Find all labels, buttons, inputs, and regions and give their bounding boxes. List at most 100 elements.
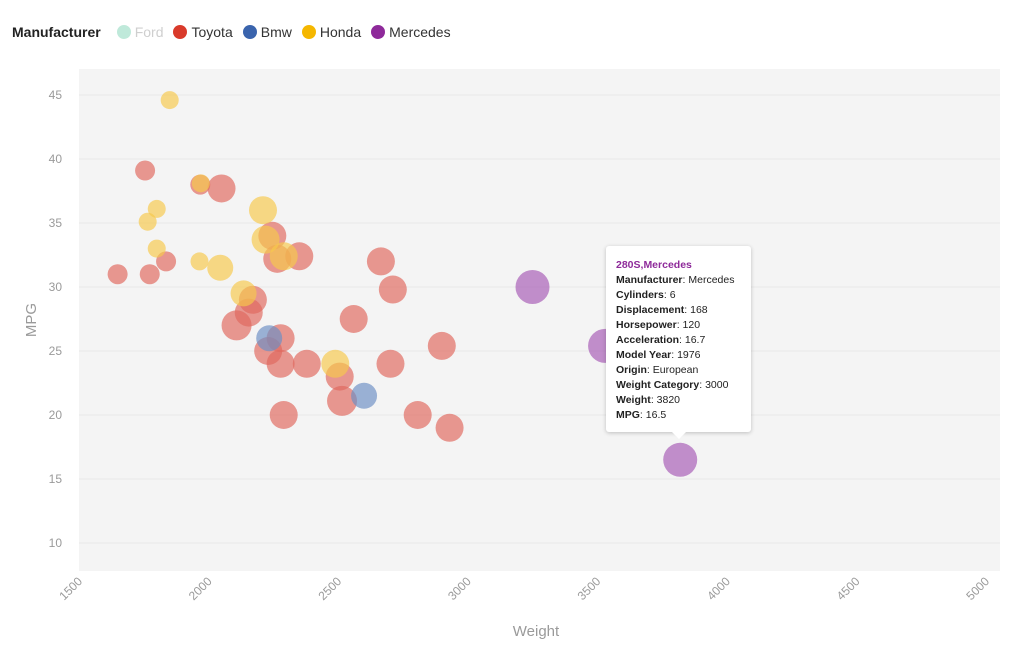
- data-point-toyota[interactable]: [427, 331, 456, 360]
- tooltip-row-label: Acceleration: [616, 334, 680, 346]
- y-tick-label: 40: [49, 152, 63, 166]
- data-point-toyota[interactable]: [107, 264, 128, 285]
- y-tick-label: 35: [49, 216, 63, 230]
- legend-swatch: [173, 25, 188, 39]
- x-tick-label: 3500: [575, 574, 604, 603]
- data-points: [107, 91, 698, 477]
- x-tick-label: 4500: [834, 574, 863, 603]
- data-point-mercedes[interactable]: [515, 270, 550, 304]
- tooltip-row-label: Model Year: [616, 349, 672, 361]
- y-axis-title: MPG: [23, 303, 40, 337]
- x-tick-label: 3000: [445, 574, 474, 603]
- tooltip-row-label: Horsepower: [616, 319, 677, 331]
- data-point-honda[interactable]: [251, 225, 280, 254]
- x-tick-label: 4000: [704, 574, 733, 603]
- data-point-honda[interactable]: [321, 349, 350, 378]
- legend-item-mercedes[interactable]: Mercedes: [371, 24, 451, 40]
- tooltip-row-value: 1976: [677, 349, 701, 361]
- data-point-toyota[interactable]: [435, 413, 464, 442]
- tooltip-row-separator: :: [639, 409, 646, 421]
- legend-label: Toyota: [191, 24, 233, 40]
- tooltip-row-value: 16.7: [684, 334, 706, 346]
- data-point-honda[interactable]: [190, 252, 209, 271]
- data-point-toyota[interactable]: [378, 275, 407, 304]
- tooltip-row-separator: :: [676, 319, 683, 331]
- tooltip-row-label: MPG: [616, 409, 640, 421]
- data-point-honda[interactable]: [248, 196, 277, 225]
- legend-item-toyota[interactable]: Toyota: [173, 24, 233, 40]
- data-point-honda[interactable]: [147, 239, 166, 258]
- legend-title: Manufacturer: [12, 24, 101, 40]
- tooltip-row-value: 6: [669, 289, 676, 301]
- tooltip-row-separator: :: [684, 304, 691, 316]
- data-point-toyota[interactable]: [269, 401, 298, 429]
- legend-label: Bmw: [260, 24, 292, 40]
- legend-swatch: [116, 25, 131, 39]
- legend-item-ford[interactable]: Ford: [116, 24, 164, 40]
- data-point-toyota[interactable]: [327, 385, 358, 416]
- data-point-toyota[interactable]: [139, 264, 160, 285]
- tooltip-row-label: Weight: [616, 394, 651, 406]
- data-point-honda[interactable]: [160, 91, 179, 110]
- legend-item-bmw[interactable]: Bmw: [242, 24, 292, 40]
- tooltip: 280S,Mercedes Manufacturer: Mercedes Cyli…: [606, 246, 751, 439]
- data-point-toyota[interactable]: [403, 401, 432, 429]
- tooltip-row: Origin: European: [616, 363, 741, 378]
- data-point-toyota[interactable]: [292, 349, 321, 378]
- data-point-toyota[interactable]: [135, 160, 156, 181]
- tooltip-row: Cylinders: 6: [616, 288, 741, 303]
- tooltip-row-separator: :: [650, 394, 657, 406]
- data-point-toyota[interactable]: [339, 305, 368, 333]
- data-point-honda[interactable]: [207, 254, 234, 281]
- tooltip-row-separator: :: [679, 334, 685, 346]
- data-point-honda[interactable]: [147, 199, 166, 218]
- tooltip-rows: Manufacturer: Mercedes Cylinders: 6 Displa…: [616, 273, 741, 423]
- tooltip-row-separator: :: [699, 379, 706, 391]
- legend: Manufacturer Ford Toyota Bmw Honda Mercedes: [12, 22, 461, 42]
- x-tick-label: 5000: [963, 574, 992, 603]
- x-tick-label: 2000: [186, 574, 215, 603]
- data-point-honda[interactable]: [230, 280, 257, 307]
- data-point-toyota[interactable]: [366, 247, 395, 276]
- data-point-toyota[interactable]: [376, 349, 405, 378]
- tooltip-row: Displacement: 168: [616, 303, 741, 318]
- tooltip-row-label: Cylinders: [616, 289, 664, 301]
- y-tick-label: 45: [49, 88, 63, 102]
- tooltip-row: Weight Category: 3000: [616, 378, 741, 393]
- tooltip-row-label: Manufacturer: [616, 274, 683, 286]
- data-point-bmw[interactable]: [351, 382, 378, 409]
- tooltip-row: Model Year: 1976: [616, 348, 741, 363]
- data-point-honda[interactable]: [269, 242, 298, 271]
- tooltip-arrow: [672, 432, 686, 439]
- x-axis-title: Weight: [513, 623, 560, 640]
- tooltip-row: Horsepower: 120: [616, 318, 741, 333]
- tooltip-row-separator: :: [646, 364, 653, 376]
- tooltip-row: MPG: 16.5: [616, 408, 741, 423]
- y-tick-label: 30: [49, 280, 63, 294]
- data-point-honda[interactable]: [191, 174, 210, 193]
- tooltip-row-separator: :: [682, 274, 689, 286]
- tooltip-row: Acceleration: 16.7: [616, 333, 741, 348]
- tooltip-row-value: 3820: [656, 394, 681, 406]
- data-point-bmw[interactable]: [256, 325, 283, 352]
- data-point-toyota[interactable]: [207, 174, 236, 203]
- legend-label: Mercedes: [389, 24, 451, 40]
- tooltip-row-value: 168: [690, 304, 708, 316]
- data-point-mercedes[interactable]: [663, 442, 698, 477]
- y-tick-label: 15: [49, 472, 63, 486]
- tooltip-row-value: 120: [682, 319, 701, 331]
- legend-swatch: [301, 25, 316, 39]
- data-point-toyota[interactable]: [266, 349, 295, 378]
- data-point-honda[interactable]: [138, 212, 157, 231]
- legend-label: Honda: [319, 24, 362, 40]
- tooltip-row-label: Displacement: [616, 304, 685, 316]
- tooltip-row-separator: :: [663, 289, 670, 301]
- tooltip-row: Weight: 3820: [616, 393, 741, 408]
- plot-background: [79, 69, 1000, 571]
- legend-swatch: [242, 25, 257, 39]
- tooltip-title: 280S,Mercedes: [616, 259, 692, 271]
- y-tick-label: 10: [49, 536, 63, 550]
- legend-item-honda[interactable]: Honda: [301, 24, 362, 40]
- legend-label: Ford: [134, 24, 164, 40]
